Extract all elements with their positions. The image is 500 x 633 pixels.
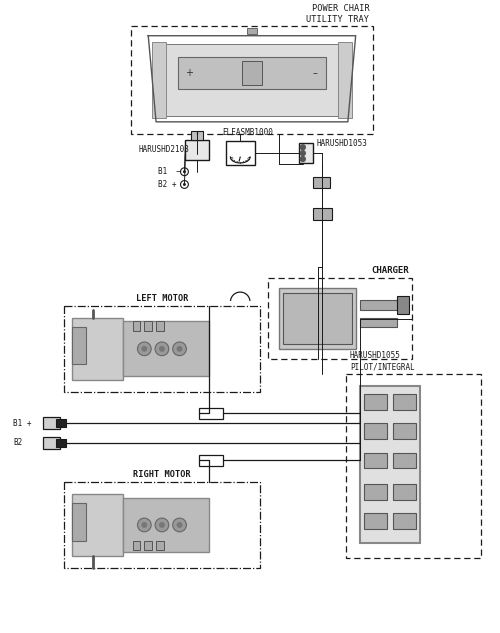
Bar: [393, 513, 416, 529]
Bar: [226, 141, 255, 165]
Bar: [346, 374, 481, 558]
Text: B2 +: B2 +: [158, 180, 176, 189]
Circle shape: [176, 346, 182, 352]
Bar: [72, 494, 123, 556]
Bar: [299, 143, 312, 163]
Bar: [130, 26, 374, 134]
Circle shape: [142, 346, 148, 352]
Circle shape: [142, 522, 148, 528]
Bar: [364, 394, 387, 410]
Bar: [144, 322, 152, 331]
Bar: [192, 130, 203, 141]
Bar: [156, 322, 164, 331]
Text: CHARGER: CHARGER: [371, 266, 408, 275]
Circle shape: [138, 518, 151, 532]
Bar: [280, 288, 355, 349]
Bar: [312, 177, 330, 189]
Bar: [144, 541, 152, 551]
Bar: [199, 454, 222, 467]
Circle shape: [183, 183, 186, 186]
Circle shape: [176, 522, 182, 528]
Circle shape: [155, 518, 169, 532]
Circle shape: [159, 346, 165, 352]
Bar: [72, 318, 123, 380]
Text: LEFT MOTOR: LEFT MOTOR: [136, 294, 188, 303]
Bar: [42, 437, 60, 449]
Bar: [364, 453, 387, 468]
Circle shape: [300, 151, 306, 156]
Bar: [199, 408, 222, 419]
Text: RIGHT MOTOR: RIGHT MOTOR: [133, 470, 191, 479]
Bar: [364, 513, 387, 529]
Bar: [64, 482, 260, 568]
Text: POWER CHAIR
UTILITY TRAY: POWER CHAIR UTILITY TRAY: [306, 4, 370, 24]
Circle shape: [138, 342, 151, 356]
Text: B1  –: B1 –: [158, 167, 181, 176]
Circle shape: [172, 342, 186, 356]
Bar: [360, 300, 397, 310]
Bar: [123, 322, 209, 376]
Bar: [397, 296, 408, 313]
Circle shape: [155, 342, 169, 356]
Bar: [338, 42, 352, 118]
Circle shape: [159, 522, 165, 528]
Bar: [72, 327, 86, 365]
Circle shape: [300, 145, 306, 150]
Bar: [56, 439, 66, 447]
Bar: [163, 44, 341, 116]
Bar: [312, 208, 332, 220]
Text: B2: B2: [13, 438, 22, 448]
Bar: [152, 42, 166, 118]
Bar: [178, 57, 326, 89]
Bar: [360, 318, 397, 327]
Circle shape: [300, 156, 306, 161]
Text: HARUSHD2103: HARUSHD2103: [138, 145, 190, 154]
Text: B1 +: B1 +: [13, 418, 32, 428]
Bar: [123, 498, 209, 553]
Text: HARUSHD1055
PILOT/INTEGRAL: HARUSHD1055 PILOT/INTEGRAL: [350, 351, 414, 372]
Bar: [242, 61, 262, 85]
Bar: [64, 306, 260, 392]
Bar: [393, 484, 416, 499]
Bar: [42, 417, 60, 429]
Bar: [186, 141, 209, 160]
Bar: [364, 484, 387, 499]
Bar: [132, 541, 140, 551]
Bar: [56, 419, 66, 427]
Text: –: –: [312, 68, 317, 78]
Bar: [393, 423, 416, 439]
Text: ELEASMB1000: ELEASMB1000: [222, 127, 274, 137]
Bar: [268, 279, 412, 359]
Text: +: +: [186, 68, 194, 78]
Bar: [156, 541, 164, 551]
Bar: [284, 293, 352, 344]
Bar: [364, 423, 387, 439]
Circle shape: [183, 170, 186, 173]
Bar: [132, 322, 140, 331]
Bar: [360, 386, 420, 542]
Bar: [393, 453, 416, 468]
Bar: [72, 503, 86, 541]
Bar: [247, 28, 257, 34]
Circle shape: [172, 518, 186, 532]
Text: HARUSHD1053: HARUSHD1053: [316, 139, 368, 149]
Bar: [393, 394, 416, 410]
